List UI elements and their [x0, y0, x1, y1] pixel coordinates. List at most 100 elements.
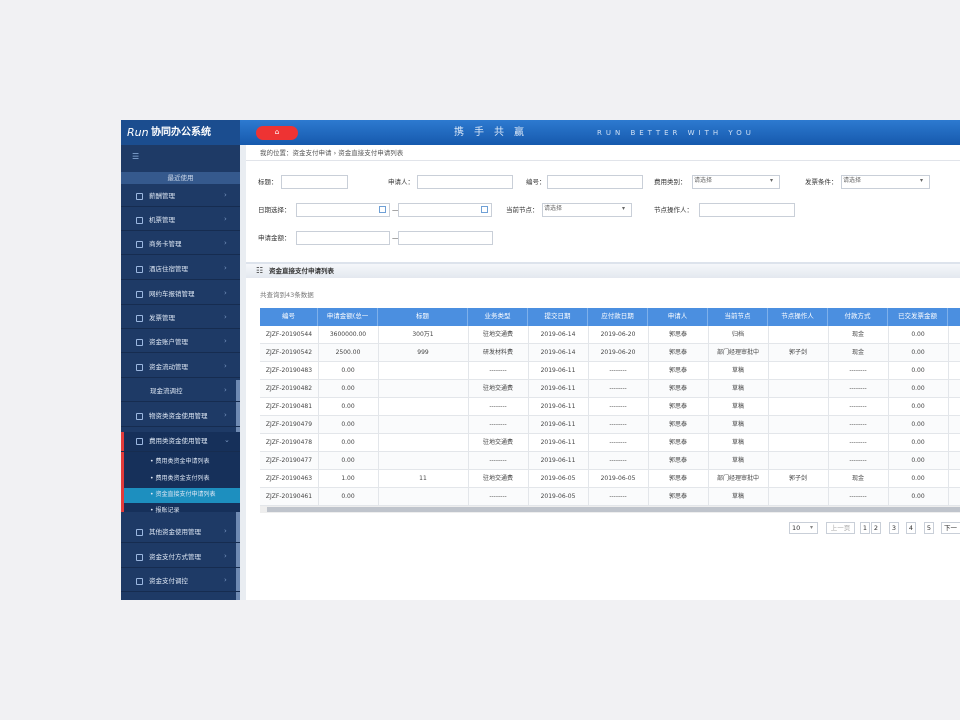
menu-item[interactable]: 现金流调控 — [150, 387, 183, 395]
home-button[interactable]: ⌂ — [256, 126, 298, 140]
filter-input[interactable] — [296, 203, 390, 217]
column-divider — [528, 326, 529, 506]
menu-icon — [136, 578, 143, 585]
page-size-select[interactable] — [789, 522, 818, 534]
table-cell: 草稿 — [731, 457, 744, 464]
recent-header — [121, 172, 240, 184]
filter-label: 发票条件： — [805, 178, 838, 186]
page-number[interactable]: 1 — [860, 522, 870, 534]
table-row[interactable] — [260, 362, 960, 380]
table-row[interactable] — [260, 344, 960, 362]
menu-toggle[interactable]: ☰ — [132, 152, 140, 161]
table-row[interactable] — [260, 416, 960, 434]
menu-item[interactable]: 资金流动管理 — [149, 363, 188, 371]
table-row[interactable] — [260, 434, 960, 452]
menu-item[interactable]: 资金支付调控 — [149, 577, 188, 585]
menu-icon — [136, 413, 143, 420]
sub-menu-item[interactable]: • 费用类资金申请列表 — [150, 458, 210, 465]
table-row[interactable] — [260, 470, 960, 488]
filter-input[interactable] — [692, 175, 780, 189]
table-cell: 0.00 — [341, 367, 355, 374]
menu-item[interactable]: 费用类资金使用管理 — [149, 437, 208, 445]
menu-arrow: › — [224, 313, 227, 321]
menu-item[interactable]: 其他资金使用管理 — [149, 528, 201, 536]
page-number[interactable]: 5 — [924, 522, 934, 534]
table-cell: 2019-06-20 — [600, 331, 636, 338]
filter-input[interactable] — [398, 203, 492, 217]
filter-input[interactable] — [398, 231, 493, 245]
select-placeholder[interactable]: 请选择 — [694, 177, 713, 184]
menu-arrow: › — [224, 215, 227, 223]
menu-item[interactable]: 资金账户管理 — [149, 338, 188, 346]
menu-arrow: › — [224, 337, 227, 345]
menu-icon — [136, 193, 143, 200]
menu-icon — [136, 364, 143, 371]
top-bar — [121, 120, 960, 145]
table-cell: 驻地交通费 — [482, 475, 513, 482]
table-cell: 草稿 — [731, 367, 744, 374]
menu-item[interactable]: 机票管理 — [149, 216, 175, 224]
menu-item[interactable]: 商务卡管理 — [149, 240, 182, 248]
page-next[interactable]: 下一 — [941, 522, 960, 534]
menu-icon — [136, 315, 143, 322]
menu-separator — [121, 426, 240, 427]
menu-separator — [121, 230, 240, 231]
table-row[interactable] — [260, 398, 960, 416]
table-cell: 0.00 — [911, 457, 925, 464]
menu-item[interactable]: 薪酬管理 — [149, 192, 175, 200]
menu-item[interactable]: 资金支付方式管理 — [149, 553, 201, 561]
filter-label: 标题： — [258, 178, 278, 186]
filter-input[interactable] — [542, 203, 632, 217]
sub-menu-item[interactable]: • 费用类资金支付列表 — [150, 475, 210, 482]
table-row[interactable] — [260, 488, 960, 506]
h-scroll-thumb[interactable] — [267, 507, 960, 512]
filter-input[interactable] — [841, 175, 930, 189]
filter-input[interactable] — [296, 231, 390, 245]
column-header: 申请金额(总一 — [318, 308, 378, 326]
table-cell: 0.00 — [341, 385, 355, 392]
table-cell: -------- — [609, 439, 627, 446]
menu-icon — [136, 339, 143, 346]
table-cell: 2019-06-11 — [540, 403, 576, 410]
select-placeholder[interactable]: 请选择 — [843, 177, 862, 184]
menu-separator — [121, 542, 240, 543]
table-row[interactable] — [260, 452, 960, 470]
page-number[interactable]: 2 — [871, 522, 881, 534]
table-cell: 2019-06-20 — [600, 349, 636, 356]
filter-input[interactable] — [699, 203, 795, 217]
filter-input[interactable] — [547, 175, 643, 189]
menu-item[interactable]: 网约车报销管理 — [149, 290, 195, 298]
app-window: Run 协同办公系统 ⌂ 携 手 共 赢 RUN BETTER WITH YOU… — [121, 120, 960, 600]
logo-area — [121, 120, 240, 145]
table-row[interactable] — [260, 380, 960, 398]
column-header: 节点操作人 — [768, 308, 828, 326]
menu-item[interactable]: 发票管理 — [149, 314, 175, 322]
menu-separator — [121, 451, 240, 452]
page-prev[interactable]: 上一页 — [826, 522, 855, 534]
column-divider — [378, 326, 379, 506]
sub-menu-item[interactable]: • 报账记录 — [150, 507, 180, 514]
table-cell: 归档 — [731, 331, 744, 338]
menu-arrow: › — [224, 386, 227, 394]
table-row[interactable] — [260, 326, 960, 344]
select-placeholder[interactable]: 请选择 — [544, 205, 563, 212]
table-cell: 2019-06-11 — [540, 367, 576, 374]
breadcrumb-line — [246, 160, 960, 161]
table-cell: 11 — [419, 475, 427, 482]
page-number[interactable]: 3 — [889, 522, 899, 534]
sub-menu-item[interactable]: • 资金直接支付申请列表 — [150, 491, 216, 498]
menu-arrow: › — [224, 264, 227, 272]
menu-item[interactable]: 物资类资金使用管理 — [149, 412, 208, 420]
filter-input[interactable] — [281, 175, 348, 189]
page-number[interactable]: 4 — [906, 522, 916, 534]
filter-input[interactable] — [417, 175, 513, 189]
menu-separator — [121, 254, 240, 255]
menu-separator — [121, 591, 240, 592]
table-cell: 研发材料费 — [482, 349, 513, 356]
table-cell: 0.00 — [911, 493, 925, 500]
slogan: 携 手 共 赢 — [454, 127, 524, 138]
menu-item[interactable]: 酒店住宿管理 — [149, 265, 188, 273]
column-divider — [648, 326, 649, 506]
table-cell: 2019-06-14 — [540, 349, 576, 356]
table-cell: 郭思泰 — [668, 403, 687, 410]
